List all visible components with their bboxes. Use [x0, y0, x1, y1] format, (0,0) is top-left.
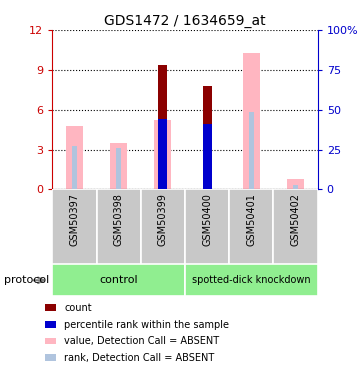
- Bar: [203, 86, 212, 189]
- Text: GSM50401: GSM50401: [246, 193, 256, 246]
- Bar: [110, 143, 127, 189]
- Bar: [274, 189, 318, 264]
- Bar: [155, 120, 171, 189]
- Bar: [72, 146, 77, 189]
- Bar: [243, 53, 260, 189]
- Text: GSM50397: GSM50397: [69, 193, 79, 246]
- Bar: [52, 264, 185, 296]
- Bar: [229, 189, 274, 264]
- Title: GDS1472 / 1634659_at: GDS1472 / 1634659_at: [104, 13, 266, 28]
- Text: control: control: [99, 275, 138, 285]
- Text: value, Detection Call = ABSENT: value, Detection Call = ABSENT: [64, 336, 219, 346]
- Bar: [249, 112, 253, 189]
- Bar: [66, 126, 83, 189]
- Bar: [141, 189, 185, 264]
- Bar: [158, 64, 167, 189]
- Bar: [185, 264, 318, 296]
- Bar: [185, 189, 229, 264]
- Bar: [203, 124, 212, 189]
- Text: GSM50399: GSM50399: [158, 193, 168, 246]
- Bar: [97, 189, 141, 264]
- Text: percentile rank within the sample: percentile rank within the sample: [64, 320, 229, 330]
- Bar: [52, 189, 97, 264]
- Bar: [45, 321, 56, 328]
- Bar: [117, 148, 121, 189]
- Bar: [45, 354, 56, 361]
- Text: GSM50400: GSM50400: [202, 193, 212, 246]
- Text: rank, Detection Call = ABSENT: rank, Detection Call = ABSENT: [64, 353, 214, 363]
- Bar: [158, 119, 167, 189]
- Bar: [293, 185, 298, 189]
- Text: spotted-dick knockdown: spotted-dick knockdown: [192, 275, 311, 285]
- Text: GSM50402: GSM50402: [291, 193, 301, 246]
- Bar: [45, 304, 56, 311]
- Bar: [45, 338, 56, 344]
- Bar: [287, 179, 304, 189]
- Text: GSM50398: GSM50398: [114, 193, 124, 246]
- Text: protocol: protocol: [4, 275, 49, 285]
- Text: count: count: [64, 303, 92, 313]
